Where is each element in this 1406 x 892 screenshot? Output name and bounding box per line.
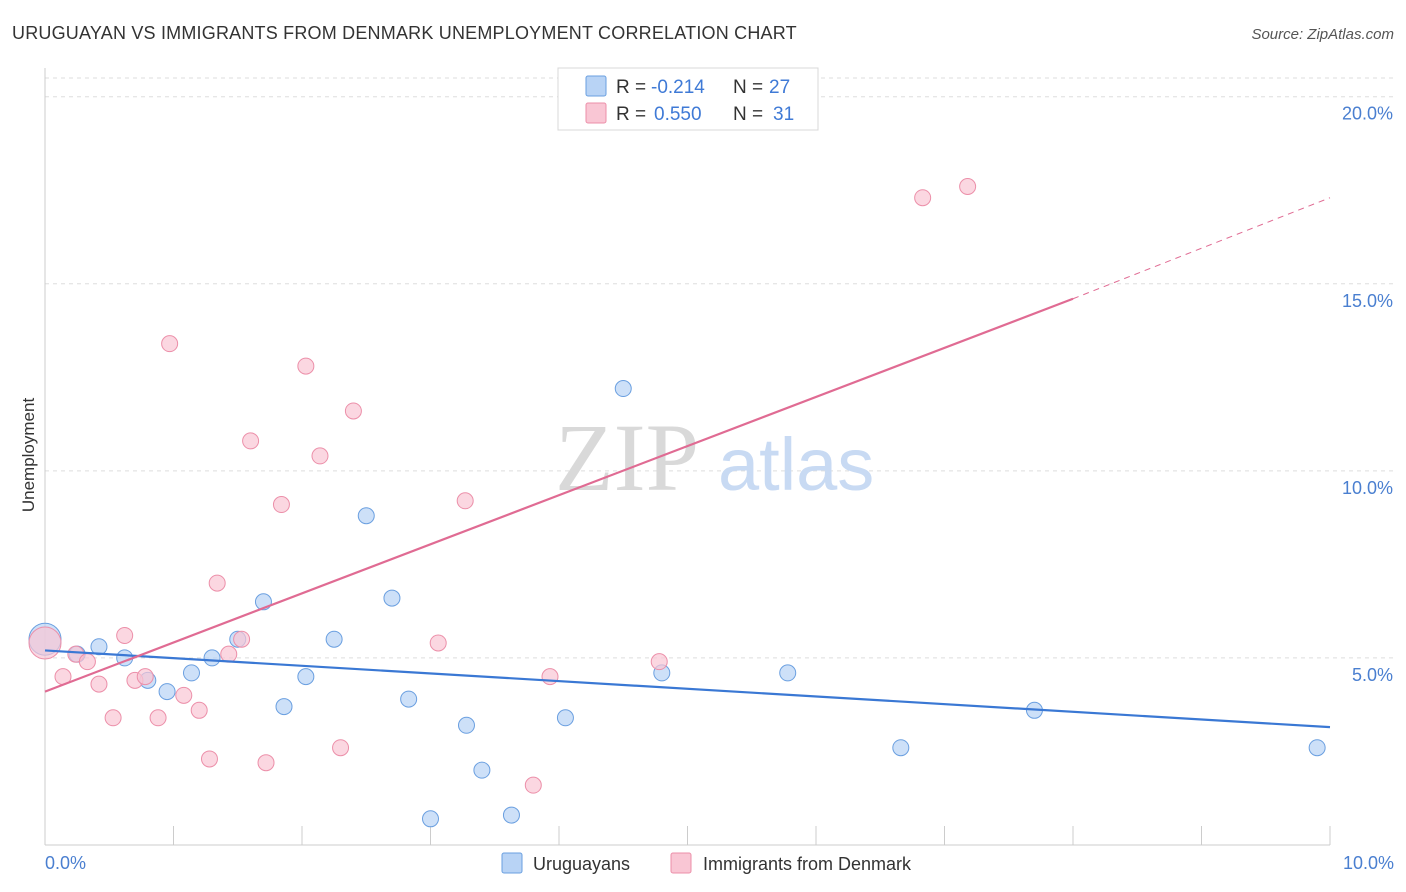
denmark-point (524, 776, 542, 794)
uruguayans-trendline (44, 649, 1331, 729)
denmark-point (959, 178, 977, 196)
denmark-point (311, 447, 329, 465)
uruguayans-point (556, 709, 574, 727)
y-axis-label: Unemployment (19, 398, 38, 513)
y-tick-label: 10.0% (1342, 478, 1393, 498)
bottom-legend-label-uruguayans: Uruguayans (533, 854, 630, 874)
uruguayans-point (422, 810, 439, 828)
denmark-point (344, 402, 362, 420)
watermark-zip: ZIP (555, 404, 699, 511)
denmark-point (429, 634, 447, 652)
denmark-point (116, 626, 134, 644)
bottom-legend-swatch-uruguayans (501, 852, 523, 874)
legend-r-value-pink: 0.550 (654, 104, 702, 125)
legend-r-value-blue: -0.214 (651, 77, 705, 98)
denmark-point (332, 739, 350, 757)
uruguayans-point (1308, 739, 1326, 757)
denmark-point (78, 653, 96, 671)
x-tick-label-min: 0.0% (45, 853, 86, 873)
uruguayans-point (357, 507, 375, 525)
denmark-trendline (44, 297, 1074, 693)
legend-r-label-blue: R = (616, 77, 646, 98)
denmark-point (650, 653, 668, 671)
denmark-point (149, 709, 167, 727)
denmark-point (257, 754, 275, 772)
denmark-trendline-extension (1072, 197, 1331, 300)
uruguayans-point (502, 806, 520, 824)
source-credit: Source: ZipAtlas.com (1251, 26, 1394, 43)
legend-swatch-blue (585, 75, 607, 97)
denmark-point (90, 675, 108, 693)
denmark-point (297, 357, 315, 375)
denmark-point (233, 630, 251, 648)
denmark-point (161, 335, 179, 353)
y-tick-label: 5.0% (1352, 665, 1393, 685)
denmark-point (175, 686, 193, 704)
uruguayans-point (325, 630, 343, 648)
legend-r-label-pink: R = (616, 104, 646, 125)
denmark-point (28, 626, 62, 660)
legend-n-label-blue: N = (733, 77, 763, 98)
x-tick-labels: 0.0% 10.0% (45, 853, 1394, 873)
uruguayans-point (383, 589, 401, 607)
denmark-point (242, 432, 260, 450)
uruguayans-point (457, 716, 475, 734)
bottom-legend-swatch-denmark (670, 852, 692, 874)
uruguayans-point (400, 690, 418, 708)
uruguayans-point (182, 664, 200, 682)
chart-title: URUGUAYAN VS IMMIGRANTS FROM DENMARK UNE… (12, 23, 797, 43)
correlation-legend: R = -0.214 N = 27 R = 0.550 N = 31 (557, 67, 819, 131)
denmark-point (456, 492, 474, 510)
uruguayans-point (473, 761, 491, 779)
uruguayans-point (297, 668, 315, 686)
denmark-point (190, 701, 208, 719)
axes (44, 68, 1331, 846)
legend-n-label-pink: N = (733, 104, 763, 125)
uruguayans-point (158, 683, 176, 701)
bottom-legend-label-denmark: Immigrants from Denmark (703, 854, 912, 874)
uruguayans-point (614, 380, 632, 398)
trendlines (44, 197, 1331, 729)
y-tick-labels: 5.0% 10.0% 15.0% 20.0% (1342, 104, 1393, 685)
denmark-point (220, 645, 238, 663)
y-tick-label: 20.0% (1342, 104, 1393, 124)
series-legend: Uruguayans Immigrants from Denmark (501, 852, 912, 874)
gridlines (45, 77, 1394, 659)
denmark-point (208, 574, 226, 592)
watermark: ZIP atlas (555, 404, 874, 511)
legend-swatch-pink (585, 102, 607, 124)
denmark-point (136, 668, 154, 686)
denmark-point (272, 496, 290, 514)
denmark-point (541, 668, 559, 686)
uruguayans-point (275, 698, 293, 716)
watermark-atlas: atlas (718, 423, 874, 506)
uruguayans-point (892, 739, 910, 757)
legend-n-value-pink: 31 (773, 104, 794, 125)
denmark-point (104, 709, 122, 727)
y-tick-label: 15.0% (1342, 291, 1393, 311)
denmark-point (200, 750, 218, 768)
denmark-point (914, 189, 932, 207)
legend-n-value-blue: 27 (769, 77, 790, 98)
uruguayans-point (779, 664, 797, 682)
x-tick-label-max: 10.0% (1343, 853, 1394, 873)
uruguayans-point (203, 649, 221, 667)
